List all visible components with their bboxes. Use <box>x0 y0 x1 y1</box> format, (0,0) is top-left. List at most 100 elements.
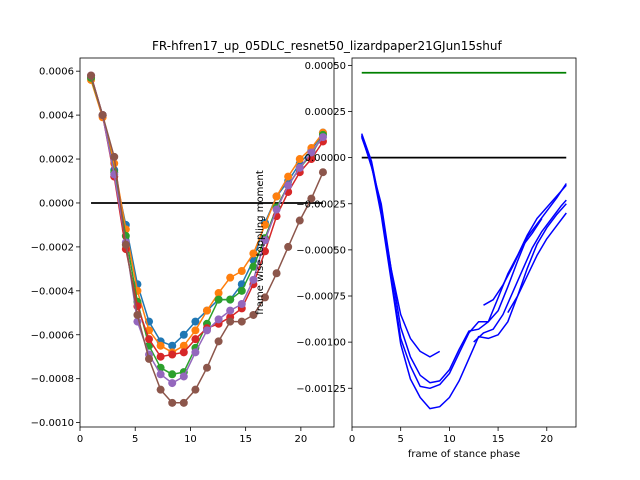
data-point-s5-19 <box>307 194 316 203</box>
data-point-s5-6 <box>156 385 165 394</box>
data-point-s4-17 <box>284 181 293 190</box>
data-point-s1-14 <box>249 249 258 258</box>
x-tick-label-0: 0 <box>349 434 355 445</box>
data-point-s5-5 <box>145 354 154 363</box>
data-point-s5-4 <box>133 310 142 319</box>
y-tick-label-7: 0.0004 <box>39 111 74 122</box>
y-tick-label-3: −0.00050 <box>296 245 346 256</box>
series-line-2 <box>360 135 567 390</box>
y-tick-label-5: 0.0000 <box>39 198 74 209</box>
data-point-s1-15 <box>260 220 269 229</box>
y-tick-label-6: 0.0002 <box>39 155 74 166</box>
y-tick-label-2: −0.00075 <box>296 292 346 303</box>
data-point-s4-20 <box>318 133 327 142</box>
y-tick-label-4: −0.0002 <box>31 242 74 253</box>
data-point-s5-7 <box>168 398 177 407</box>
data-point-s5-9 <box>191 385 200 394</box>
data-point-s1-10 <box>203 306 211 315</box>
data-point-s0-9 <box>191 317 200 326</box>
x-tick-label-1: 5 <box>132 434 138 445</box>
x-tick-label-3: 15 <box>492 434 505 445</box>
data-point-s5-15 <box>260 293 269 302</box>
x-tick-label-0: 0 <box>77 434 83 445</box>
data-point-s4-10 <box>203 326 211 335</box>
data-point-s2-7 <box>168 370 177 379</box>
data-point-s4-13 <box>237 300 246 308</box>
data-point-s1-17 <box>284 172 293 181</box>
data-point-s4-18 <box>295 163 304 172</box>
y-tick-label-8: 0.0006 <box>39 67 74 78</box>
data-point-s4-19 <box>307 148 316 157</box>
series-line-1 <box>360 133 567 384</box>
x-tick-label-2: 10 <box>443 434 456 445</box>
data-point-s5-20 <box>318 168 327 177</box>
y-axis-label: frame wise toppling moment <box>255 170 266 315</box>
data-point-s4-16 <box>272 205 281 214</box>
axes-frame <box>79 57 335 428</box>
data-point-s5-0 <box>87 71 96 80</box>
data-point-s4-7 <box>168 379 177 388</box>
data-point-s3-6 <box>156 352 165 361</box>
y-tick-label-7: 0.00050 <box>305 61 346 72</box>
series-line-5 <box>473 199 567 343</box>
data-point-s5-1 <box>98 111 107 120</box>
data-point-s5-8 <box>179 398 188 407</box>
y-tick-label-1: −0.0008 <box>31 374 74 385</box>
data-point-s4-15 <box>260 236 269 245</box>
data-point-s5-17 <box>284 242 293 251</box>
data-point-s0-7 <box>168 341 177 350</box>
y-tick-label-6: 0.00025 <box>305 107 346 118</box>
y-tick-label-4: −0.00025 <box>296 199 346 210</box>
axes-frame <box>351 57 577 428</box>
data-point-s5-16 <box>272 269 281 278</box>
left-chart: 0 5 10 15 20 −0.0010 −0.0008 −0.0006 −0.0004 −0.0… <box>31 57 335 445</box>
data-point-s5-18 <box>295 216 304 225</box>
data-point-s2-13 <box>237 286 246 295</box>
x-tick-label-1: 5 <box>398 434 404 445</box>
data-point-s4-8 <box>179 372 188 381</box>
data-point-s1-6 <box>156 341 165 350</box>
data-point-s1-18 <box>295 155 304 164</box>
data-point-s5-12 <box>226 317 235 326</box>
y-tick-label-3: −0.0004 <box>31 286 74 297</box>
series-line-5 <box>90 75 324 404</box>
data-point-s1-13 <box>237 267 246 276</box>
series-line-4 <box>483 218 543 306</box>
data-point-s3-8 <box>179 348 188 357</box>
data-point-s2-14 <box>249 262 258 271</box>
data-point-s2-12 <box>226 295 235 304</box>
data-point-s5-3 <box>121 240 130 249</box>
data-point-s5-10 <box>203 363 211 372</box>
x-tick-label-3: 15 <box>239 434 252 445</box>
data-point-s0-8 <box>179 330 188 339</box>
data-point-s4-14 <box>249 275 258 284</box>
y-tick-label-0: −0.00125 <box>296 384 346 395</box>
data-point-s4-11 <box>214 315 223 324</box>
data-point-s5-11 <box>214 337 223 346</box>
y-tick-label-1: −0.00100 <box>296 338 346 349</box>
data-point-s3-9 <box>191 335 200 344</box>
data-point-s3-19 <box>307 155 316 164</box>
data-point-s4-6 <box>156 370 165 379</box>
data-point-s3-7 <box>168 350 177 359</box>
data-point-s1-16 <box>272 192 281 201</box>
series-line-3 <box>360 137 567 410</box>
data-point-s4-12 <box>226 306 235 315</box>
x-axis-label: frame of stance phase <box>408 449 520 460</box>
y-tick-label-0: −0.0010 <box>31 418 74 429</box>
data-point-s5-2 <box>110 152 119 161</box>
x-tick-label-4: 20 <box>295 434 308 445</box>
x-tick-label-4: 20 <box>540 434 553 445</box>
y-tick-label-2: −0.0006 <box>31 330 74 341</box>
right-chart: 0 5 10 15 20 −0.00125 −0.00100 −0.00075 −0.00050… <box>255 57 577 460</box>
data-point-s1-11 <box>214 289 223 298</box>
data-point-s1-8 <box>179 341 188 350</box>
series-line-6 <box>507 212 567 313</box>
data-point-s5-14 <box>249 310 258 319</box>
series-line-0 <box>90 77 324 347</box>
data-point-s3-5 <box>145 335 154 344</box>
data-point-s1-9 <box>191 326 200 335</box>
data-point-s4-9 <box>191 348 200 357</box>
data-point-s5-13 <box>237 317 246 326</box>
